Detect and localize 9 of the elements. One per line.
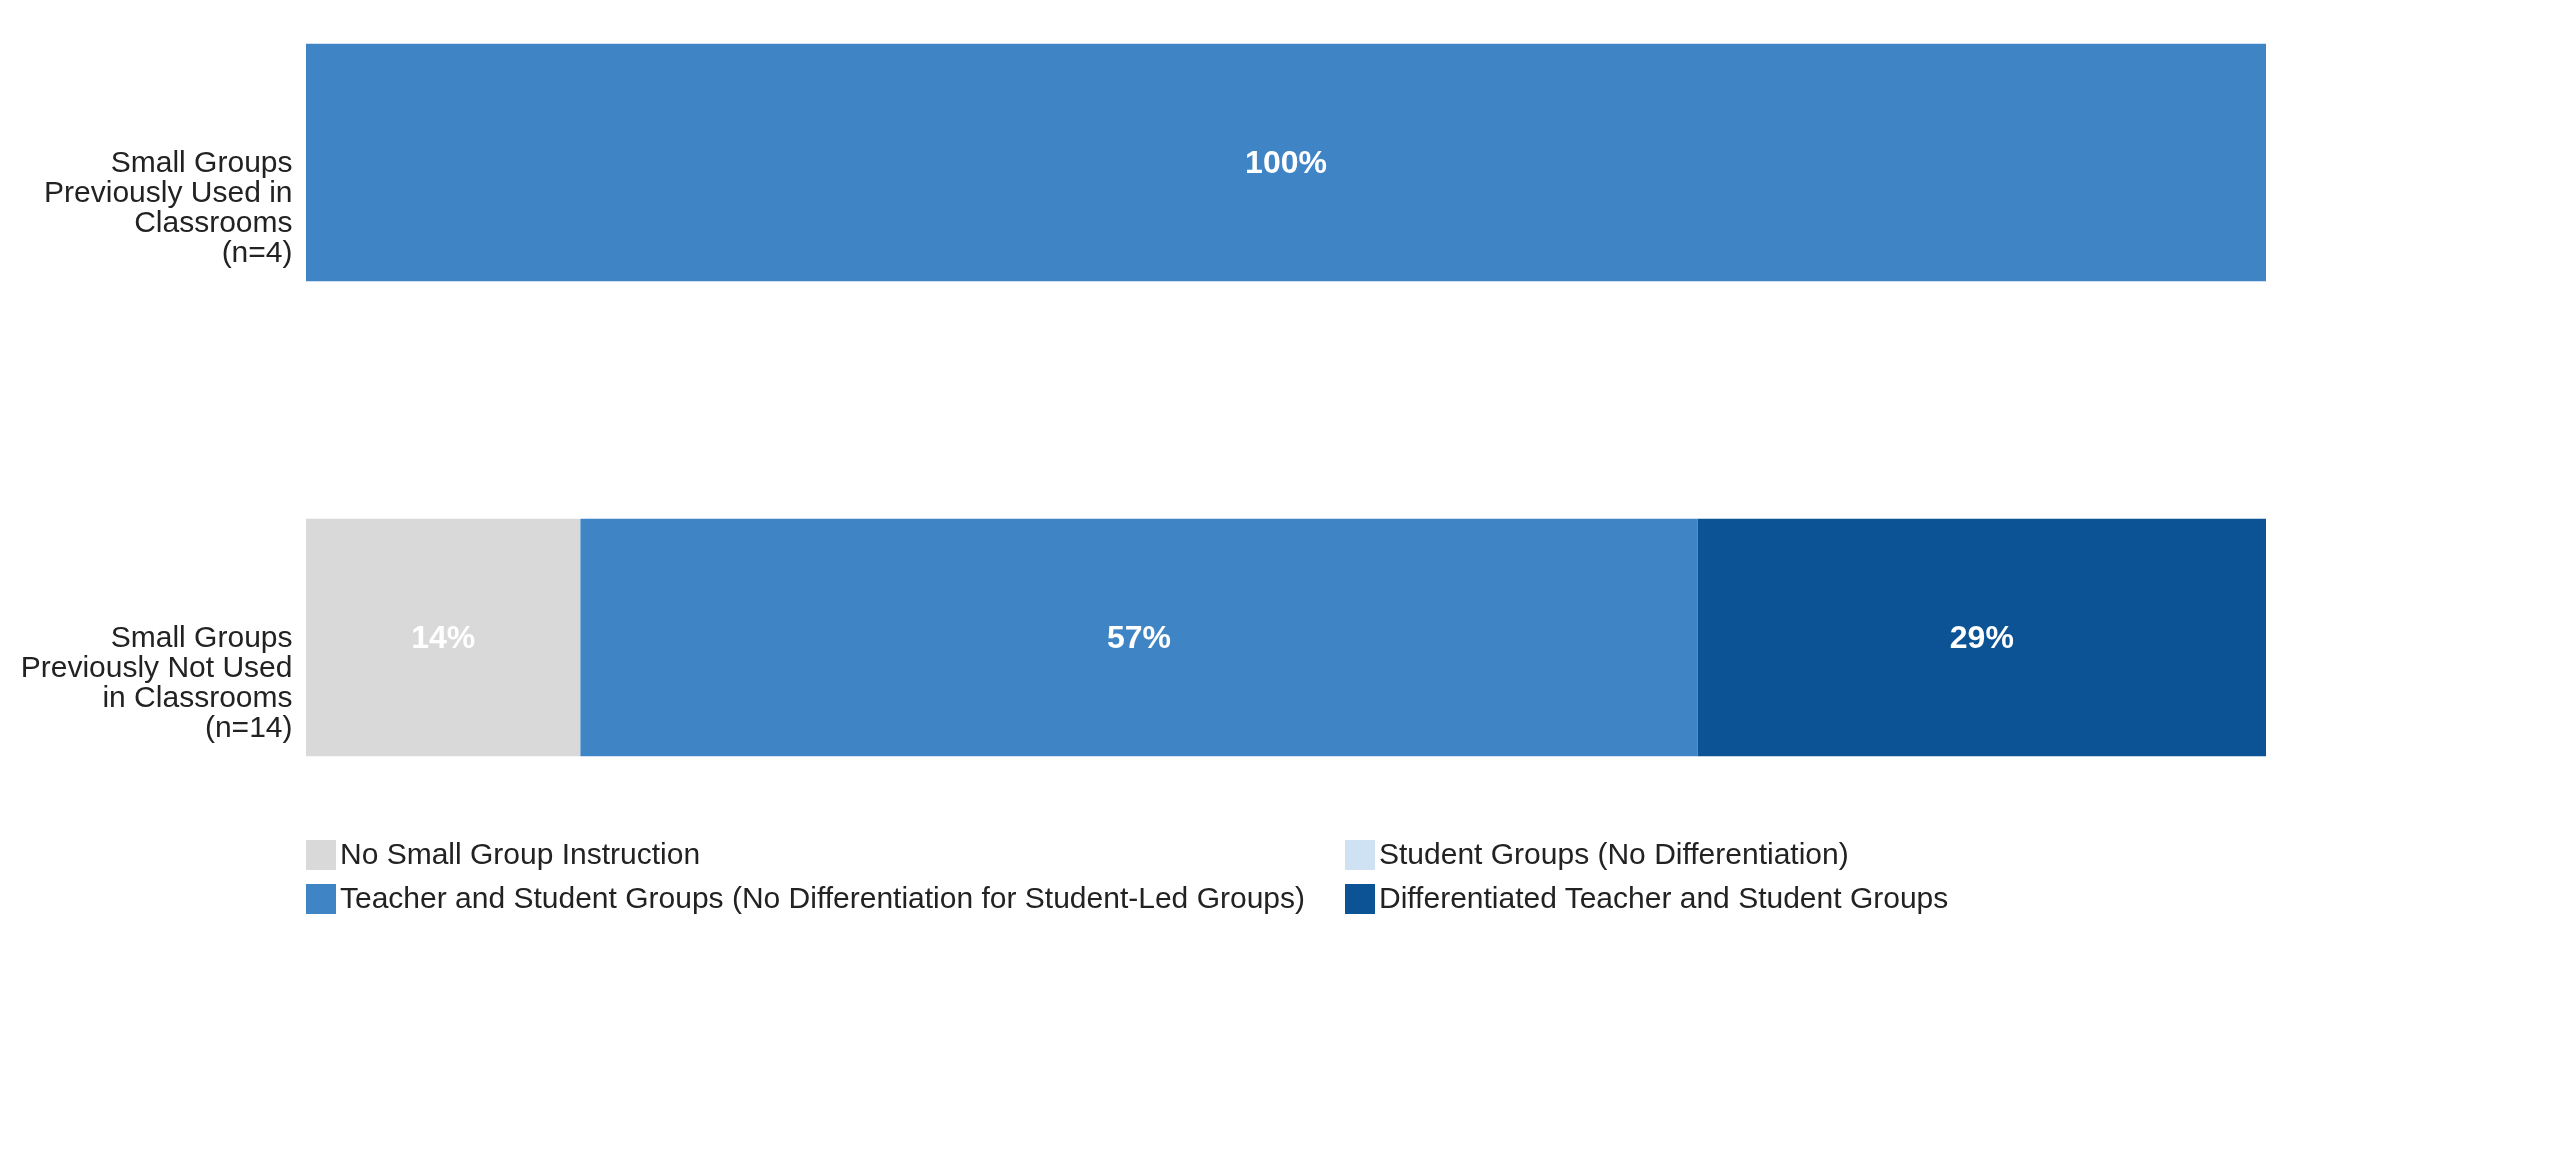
- legend-label: Teacher and Student Groups (No Differentiation for Student-Led Groups): [340, 881, 1305, 914]
- legend-label: Student Groups (No Differentiation): [1379, 837, 1849, 870]
- data-label: 100%: [1245, 143, 1327, 180]
- legend-label: Differentiated Teacher and Student Groups: [1379, 881, 1949, 914]
- y-tick-label: Small Groups Previously Used in Classrooms (n=4): [44, 144, 293, 268]
- data-label: 29%: [1949, 618, 2014, 655]
- y-tick-label: Small Groups Previously Not Used in Classrooms (n=14): [20, 619, 293, 743]
- legend-label: No Small Group Instruction: [340, 837, 701, 870]
- data-label: 57%: [1106, 618, 1172, 655]
